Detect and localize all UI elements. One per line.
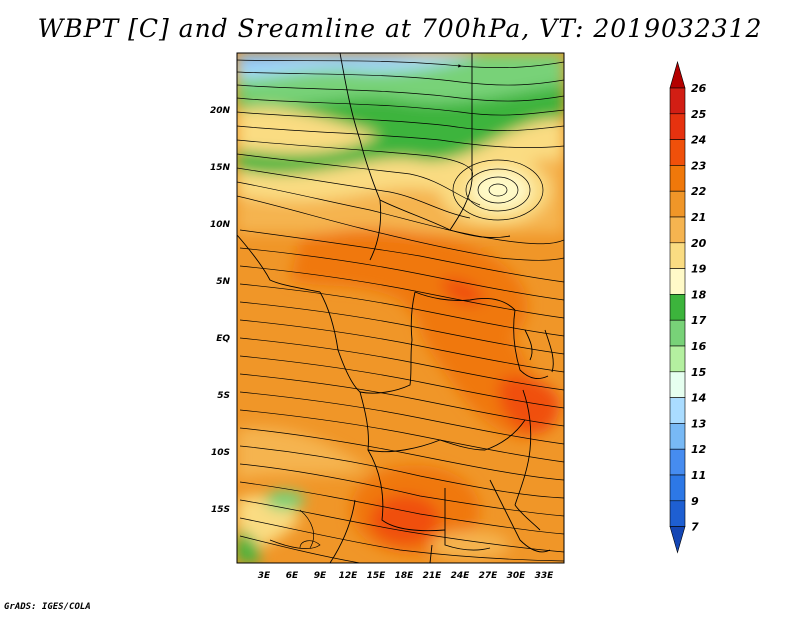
lat-label: 5N	[216, 277, 230, 287]
colorbar-label: 14	[691, 392, 706, 405]
map-frame	[236, 52, 565, 564]
colorbar-segment	[669, 139, 686, 166]
lat-label: 15N	[210, 163, 231, 173]
lon-label: 18E	[395, 571, 415, 581]
lat-label: 10S	[211, 448, 230, 458]
colorbar-label: 16	[691, 340, 707, 353]
lon-label: 27E	[479, 571, 499, 581]
colorbar: 26 25 24 23 22 21 20 19 18 17 16 15 14 13 12 11 9 7	[669, 60, 707, 554]
colorbar-label: 7	[691, 521, 699, 534]
colorbar-label: 25	[691, 108, 707, 121]
lon-label: 15E	[367, 571, 387, 581]
lon-label: 3E	[258, 571, 271, 581]
lat-label: 15S	[211, 505, 230, 515]
lon-label: 6E	[286, 571, 299, 581]
colorbar-label: 23	[691, 159, 707, 172]
map-field	[237, 53, 564, 563]
colorbar-segment	[669, 294, 686, 321]
colorbar-segment	[669, 397, 686, 424]
colorbar-segment	[669, 319, 686, 347]
colorbar-segment	[669, 423, 686, 450]
lon-label: 24E	[451, 571, 471, 581]
colorbar-label: 18	[691, 288, 707, 301]
colorbar-segment	[669, 371, 686, 398]
colorbar-label: 13	[691, 417, 707, 430]
colorbar-label: 9	[691, 495, 699, 508]
colorbar-segment	[669, 500, 686, 527]
colorbar-label: 20	[691, 237, 707, 250]
colorbar-min-arrow	[669, 526, 686, 554]
chart-title: WBPT [C] and Sreamline at 700hPa, VT: 20…	[37, 14, 763, 43]
colorbar-segment	[669, 190, 686, 218]
lon-label: 30E	[507, 571, 527, 581]
lon-label: 9E	[314, 571, 327, 581]
lat-label: 5S	[217, 391, 230, 401]
colorbar-segment	[669, 165, 686, 192]
colorbar-segment	[669, 242, 686, 269]
colorbar-segment	[669, 216, 686, 244]
lon-label: 21E	[423, 571, 443, 581]
colorbar-label: 11	[691, 469, 706, 482]
colorbar-label: 22	[691, 185, 707, 198]
colorbar-segment	[669, 345, 686, 373]
lat-label: 10N	[210, 220, 231, 230]
colorbar-label: 21	[691, 211, 706, 224]
grads-credit: GrADS: IGES/COLA	[4, 602, 91, 612]
colorbar-max-arrow	[669, 60, 686, 89]
colorbar-label: 26	[691, 82, 707, 95]
latitude-axis: 20N 15N 10N 5N EQ 5S 10S 15S	[210, 106, 231, 515]
colorbar-segment	[669, 474, 686, 502]
longitude-axis: 3E 6E 9E 12E 15E 18E 21E 24E 27E 30E 33E	[258, 571, 554, 581]
lat-label: EQ	[216, 334, 230, 344]
colorbar-label: 24	[691, 134, 706, 147]
streamlines	[237, 59, 564, 563]
colorbar-label: 19	[691, 263, 707, 276]
lon-label: 33E	[535, 571, 555, 581]
lon-label: 12E	[339, 571, 359, 581]
colorbar-segment	[669, 87, 686, 115]
borders	[237, 53, 554, 563]
colorbar-label: 12	[691, 443, 707, 456]
colorbar-segment	[669, 448, 686, 476]
colorbar-label: 17	[691, 314, 707, 327]
colorbar-segment	[669, 113, 686, 140]
colorbar-segment	[669, 268, 686, 295]
lat-label: 20N	[210, 106, 231, 116]
colorbar-label: 15	[691, 366, 707, 379]
